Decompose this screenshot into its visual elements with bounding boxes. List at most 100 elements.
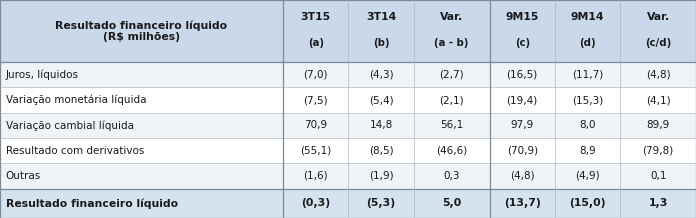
Text: 1,3: 1,3 bbox=[649, 198, 668, 208]
Text: Variação monetária líquida: Variação monetária líquida bbox=[6, 95, 146, 105]
Text: (4,1): (4,1) bbox=[646, 95, 670, 105]
Bar bbox=[555, 113, 620, 138]
Text: (15,0): (15,0) bbox=[569, 198, 606, 208]
Bar bbox=[0, 62, 283, 87]
Bar bbox=[414, 0, 489, 62]
Text: Outras: Outras bbox=[6, 171, 41, 181]
Bar bbox=[349, 62, 414, 87]
Text: 9M14: 9M14 bbox=[571, 12, 604, 22]
Bar bbox=[555, 138, 620, 163]
Bar bbox=[555, 62, 620, 87]
Text: (8,5): (8,5) bbox=[369, 146, 393, 156]
Text: (b): (b) bbox=[373, 39, 389, 48]
Bar bbox=[489, 87, 555, 113]
Text: (5,3): (5,3) bbox=[367, 198, 395, 208]
Bar bbox=[555, 163, 620, 189]
Bar bbox=[620, 0, 696, 62]
Text: (13,7): (13,7) bbox=[504, 198, 541, 208]
Text: (4,9): (4,9) bbox=[576, 171, 600, 181]
Text: Var.: Var. bbox=[647, 12, 670, 22]
Text: (16,5): (16,5) bbox=[507, 70, 538, 80]
Bar bbox=[555, 87, 620, 113]
Text: (2,7): (2,7) bbox=[439, 70, 464, 80]
Text: 0,3: 0,3 bbox=[443, 171, 460, 181]
Text: 9M15: 9M15 bbox=[505, 12, 539, 22]
Text: (70,9): (70,9) bbox=[507, 146, 538, 156]
Bar bbox=[283, 163, 349, 189]
Bar bbox=[620, 113, 696, 138]
Bar bbox=[0, 113, 283, 138]
Bar bbox=[620, 189, 696, 218]
Bar bbox=[0, 0, 283, 62]
Bar bbox=[620, 138, 696, 163]
Bar bbox=[0, 138, 283, 163]
Text: (55,1): (55,1) bbox=[300, 146, 331, 156]
Bar bbox=[555, 189, 620, 218]
Bar bbox=[283, 62, 349, 87]
Bar bbox=[349, 189, 414, 218]
Bar bbox=[414, 189, 489, 218]
Bar bbox=[349, 87, 414, 113]
Bar bbox=[0, 163, 283, 189]
Text: 8,0: 8,0 bbox=[579, 120, 596, 130]
Bar bbox=[620, 163, 696, 189]
Text: Variação cambial líquida: Variação cambial líquida bbox=[6, 120, 134, 131]
Bar bbox=[489, 138, 555, 163]
Text: 97,9: 97,9 bbox=[511, 120, 534, 130]
Text: Var.: Var. bbox=[440, 12, 464, 22]
Bar bbox=[414, 113, 489, 138]
Bar bbox=[489, 113, 555, 138]
Text: (79,8): (79,8) bbox=[642, 146, 674, 156]
Text: 56,1: 56,1 bbox=[440, 120, 464, 130]
Text: Resultado financeiro líquido: Resultado financeiro líquido bbox=[6, 198, 177, 209]
Text: 70,9: 70,9 bbox=[304, 120, 327, 130]
Text: Resultado com derivativos: Resultado com derivativos bbox=[6, 146, 144, 156]
Text: 3T14: 3T14 bbox=[366, 12, 396, 22]
Text: (c/d): (c/d) bbox=[645, 39, 671, 48]
Text: (11,7): (11,7) bbox=[572, 70, 603, 80]
Text: 14,8: 14,8 bbox=[370, 120, 393, 130]
Bar bbox=[489, 62, 555, 87]
Bar bbox=[0, 189, 283, 218]
Bar bbox=[414, 87, 489, 113]
Text: 8,9: 8,9 bbox=[579, 146, 596, 156]
Bar bbox=[489, 189, 555, 218]
Text: 89,9: 89,9 bbox=[647, 120, 670, 130]
Text: (5,4): (5,4) bbox=[369, 95, 393, 105]
Text: (19,4): (19,4) bbox=[507, 95, 538, 105]
Bar bbox=[283, 0, 349, 62]
Bar bbox=[489, 0, 555, 62]
Bar bbox=[349, 163, 414, 189]
Bar bbox=[414, 138, 489, 163]
Bar bbox=[414, 62, 489, 87]
Bar bbox=[283, 87, 349, 113]
Bar bbox=[0, 87, 283, 113]
Bar bbox=[620, 87, 696, 113]
Text: (4,3): (4,3) bbox=[369, 70, 393, 80]
Text: (1,6): (1,6) bbox=[303, 171, 328, 181]
Text: (46,6): (46,6) bbox=[436, 146, 467, 156]
Bar bbox=[283, 138, 349, 163]
Text: (0,3): (0,3) bbox=[301, 198, 331, 208]
Bar bbox=[349, 138, 414, 163]
Text: (15,3): (15,3) bbox=[572, 95, 603, 105]
Text: (4,8): (4,8) bbox=[510, 171, 535, 181]
Bar bbox=[620, 62, 696, 87]
Text: 5,0: 5,0 bbox=[442, 198, 461, 208]
Bar bbox=[283, 113, 349, 138]
Text: (a - b): (a - b) bbox=[434, 39, 469, 48]
Text: 0,1: 0,1 bbox=[650, 171, 666, 181]
Bar bbox=[414, 163, 489, 189]
Text: (7,0): (7,0) bbox=[303, 70, 328, 80]
Text: (1,9): (1,9) bbox=[369, 171, 393, 181]
Text: (2,1): (2,1) bbox=[439, 95, 464, 105]
Text: 3T15: 3T15 bbox=[301, 12, 331, 22]
Text: Resultado financeiro líquido
(R$ milhões): Resultado financeiro líquido (R$ milhões… bbox=[56, 20, 228, 42]
Text: (c): (c) bbox=[514, 39, 530, 48]
Text: (4,8): (4,8) bbox=[646, 70, 670, 80]
Text: (a): (a) bbox=[308, 39, 324, 48]
Bar bbox=[349, 0, 414, 62]
Text: (7,5): (7,5) bbox=[303, 95, 328, 105]
Bar bbox=[283, 189, 349, 218]
Bar bbox=[349, 113, 414, 138]
